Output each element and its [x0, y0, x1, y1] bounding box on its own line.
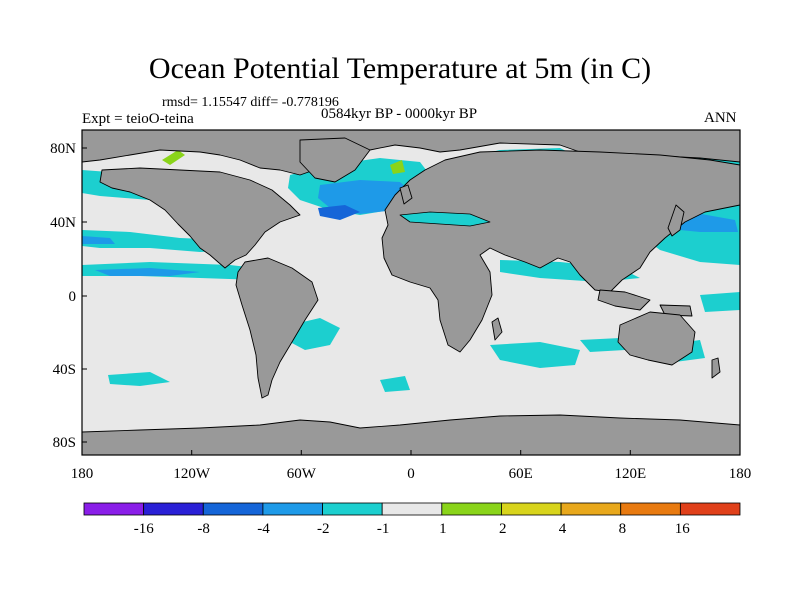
colorbar-label: 8 [619, 521, 627, 537]
colorbar-label: 4 [559, 521, 567, 537]
x-tick-label: 60W [287, 466, 317, 482]
x-tick-label: 0 [407, 466, 415, 482]
colorbar-label: 16 [675, 521, 691, 537]
australia [617, 311, 696, 366]
new-zealand [711, 357, 721, 379]
colorbar-swatch [679, 502, 741, 516]
colorbar-swatch [202, 502, 264, 516]
colorbar-swatch [83, 502, 145, 516]
x-tick-label: 60E [509, 466, 533, 482]
x-tick-label: 180 [729, 466, 752, 482]
y-tick-label: 0 [69, 289, 77, 305]
axis-ticks [81, 147, 741, 455]
colorbar-label: -8 [197, 521, 210, 537]
season-label: ANN [704, 110, 737, 126]
new-guinea [659, 304, 693, 317]
map-plot-area [82, 130, 740, 455]
y-axis-labels: 80N 40N 0 40S 80S [50, 141, 76, 451]
time-period-label: 0584kyr BP - 0000kyr BP [321, 106, 478, 122]
y-tick-label: 40N [50, 215, 76, 231]
colorbar-label: 2 [499, 521, 507, 537]
colorbar [83, 502, 741, 516]
antarctica [82, 414, 740, 455]
colorbar-swatch [143, 502, 204, 516]
y-tick-label: 80N [50, 141, 76, 157]
colorbar-swatch [322, 502, 383, 516]
colorbar-labels: -16 -8 -4 -2 -1 1 2 4 8 16 [134, 521, 690, 537]
colorbar-swatch [620, 502, 681, 516]
x-tick-label: 180 [71, 466, 94, 482]
colorbar-swatch [262, 502, 323, 516]
experiment-label: Expt = teioO-teina [82, 111, 194, 127]
japan [667, 204, 685, 237]
land-masses [82, 130, 740, 455]
x-tick-label: 120W [173, 466, 211, 482]
colorbar-label: -4 [257, 521, 270, 537]
x-tick-label: 120E [614, 466, 646, 482]
y-tick-label: 80S [53, 435, 76, 451]
colorbar-label: -1 [377, 521, 390, 537]
greenland [299, 137, 371, 183]
north-america [99, 167, 301, 269]
colorbar-label: -16 [134, 521, 154, 537]
colorbar-swatch [560, 502, 622, 516]
colorbar-swatch [441, 502, 502, 516]
british-isles [399, 184, 413, 205]
colorbar-swatch [381, 502, 443, 516]
south-america [235, 257, 319, 399]
warm-anomaly-regions [162, 150, 405, 174]
colorbar-label: -2 [317, 521, 330, 537]
map-title: Ocean Potential Temperature at 5m (in C) [148, 52, 652, 85]
madagascar [491, 317, 503, 341]
colorbar-swatch [501, 502, 562, 516]
y-tick-label: 40S [53, 362, 76, 378]
sumatra-borneo [597, 289, 651, 311]
rmsd-diff-stats: rmsd= 1.15547 diff= -0.778196 [162, 95, 339, 110]
colorbar-label: 1 [439, 521, 447, 537]
eurasia-africa [381, 149, 740, 353]
mediterranean-sea [399, 211, 491, 227]
x-axis-labels: 180 120W 60W 0 60E 120E 180 [71, 466, 752, 482]
